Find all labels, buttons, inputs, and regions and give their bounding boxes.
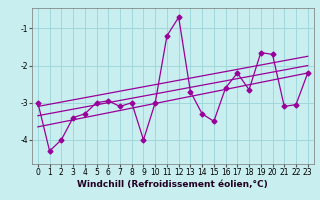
X-axis label: Windchill (Refroidissement éolien,°C): Windchill (Refroidissement éolien,°C) — [77, 180, 268, 189]
